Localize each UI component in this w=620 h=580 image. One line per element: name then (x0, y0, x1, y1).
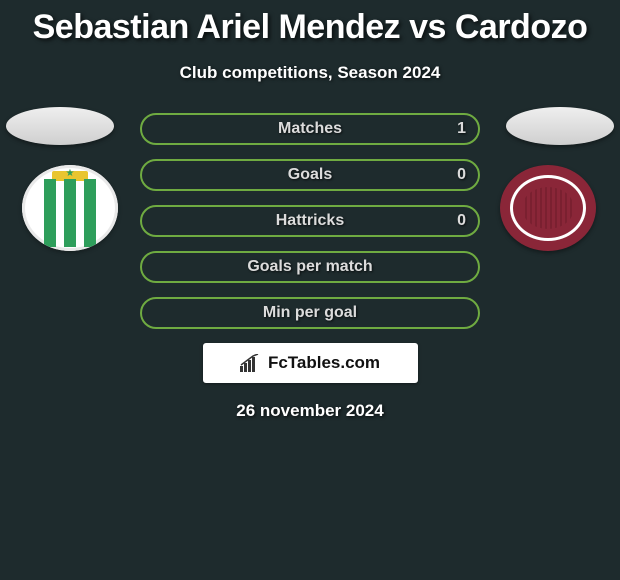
club-badge-right (500, 165, 598, 251)
stat-label: Hattricks (276, 212, 344, 230)
lanus-badge (500, 165, 596, 251)
source-label: FcTables.com (268, 353, 380, 373)
stat-row: Min per goal (140, 297, 480, 329)
player-avatar-left (6, 107, 114, 145)
page-title: Sebastian Ariel Mendez vs Cardozo (0, 0, 620, 47)
subtitle: Club competitions, Season 2024 (0, 63, 620, 83)
stat-label: Goals per match (247, 258, 372, 276)
stat-row: Goals 0 (140, 159, 480, 191)
banfield-badge: ★ (22, 165, 118, 251)
stat-label: Matches (278, 120, 342, 138)
stat-right-value: 0 (457, 166, 466, 184)
stat-list: Matches 1 Goals 0 Hattricks 0 Goals per … (140, 113, 480, 329)
stat-label: Min per goal (263, 304, 357, 322)
source-badge: FcTables.com (203, 343, 418, 383)
stat-row: Matches 1 (140, 113, 480, 145)
player-avatar-right (506, 107, 614, 145)
stat-row: Hattricks 0 (140, 205, 480, 237)
club-badge-left: ★ (22, 165, 120, 251)
comparison-panel: ★ Matches 1 Goals 0 Hattricks 0 (0, 113, 620, 421)
bars-icon (240, 354, 262, 372)
stat-right-value: 1 (457, 120, 466, 138)
date-label: 26 november 2024 (0, 401, 620, 421)
stat-label: Goals (288, 166, 332, 184)
stat-row: Goals per match (140, 251, 480, 283)
stat-right-value: 0 (457, 212, 466, 230)
